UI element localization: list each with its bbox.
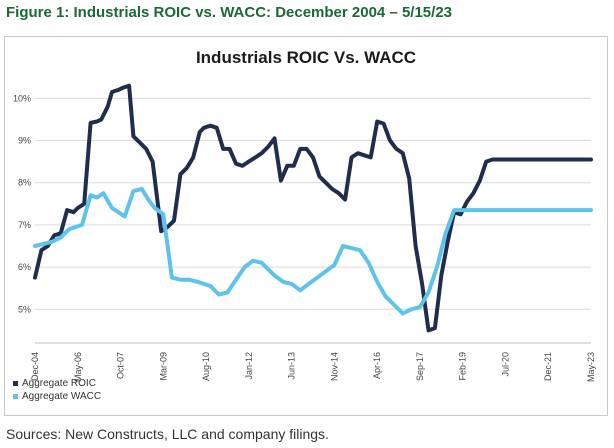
x-tick-label: Mar-09 xyxy=(158,352,168,381)
x-tick-label: Sep-17 xyxy=(415,352,425,381)
grid-layer xyxy=(35,97,591,344)
roic-series-line xyxy=(33,83,593,333)
legend: Aggregate ROIC Aggregate WACC xyxy=(13,378,101,402)
x-tick-label: May-23 xyxy=(586,352,596,382)
wacc-series-line xyxy=(33,187,593,316)
source-note: Sources: New Constructs, LLC and company… xyxy=(6,426,329,442)
x-tick-label: Dec-21 xyxy=(543,352,553,381)
x-tick-label: Dec-04 xyxy=(30,352,40,381)
y-tick-label: 8% xyxy=(18,178,31,188)
y-tick-label: 9% xyxy=(18,136,31,146)
legend-swatch xyxy=(13,394,18,399)
x-tick-label: Jan-12 xyxy=(244,352,254,380)
x-tick-label: Aug-10 xyxy=(201,352,211,381)
chart-title: Industrials ROIC Vs. WACC xyxy=(196,48,416,67)
y-tick-label: 5% xyxy=(18,304,31,314)
y-tick-label: 10% xyxy=(13,93,31,103)
legend-swatch xyxy=(13,381,18,386)
x-tick-layer: Dec-04 May-06 Oct-07 Mar-09 Aug-10 Jan-12 Jun-… xyxy=(30,352,596,382)
legend-label: Aggregate ROIC xyxy=(22,378,96,389)
y-tick-label: 7% xyxy=(18,220,31,230)
x-tick-label: Feb-19 xyxy=(458,352,468,381)
figure-title: Figure 1: Industrials ROIC vs. WACC: Dec… xyxy=(6,4,453,21)
x-tick-label: May-06 xyxy=(73,352,83,382)
x-tick-label: Apr-16 xyxy=(372,352,382,379)
y-tick-label: 6% xyxy=(18,262,31,272)
chart-svg: Industrials ROIC Vs. WACC 5%6%7%8%9%10% … xyxy=(13,48,596,402)
legend-label: Aggregate WACC xyxy=(22,391,101,402)
chart-frame: Industrials ROIC Vs. WACC 5% 6% 7% 8% 9% 10% … xyxy=(4,36,608,416)
series-layer xyxy=(33,83,593,333)
x-tick-label: Jul-20 xyxy=(500,352,510,377)
y-tick-layer: 5% 6% 7% 8% 9% 10% xyxy=(13,93,31,314)
x-tick-label: Nov-14 xyxy=(329,352,339,381)
x-tick-label: Oct-07 xyxy=(116,352,126,379)
x-tick-label: Jun-13 xyxy=(287,352,297,380)
